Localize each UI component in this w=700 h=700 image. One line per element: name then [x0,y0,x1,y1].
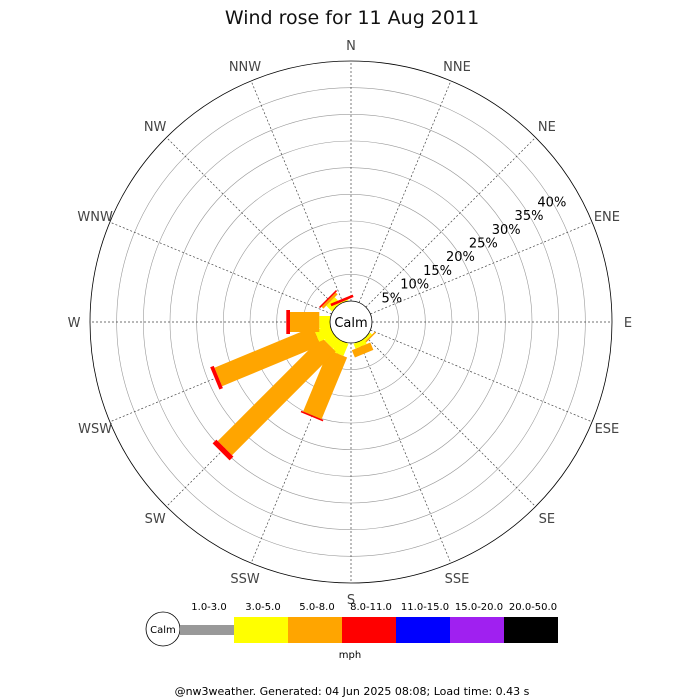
legend-bin-label: 3.0-5.0 [245,602,280,613]
legend-swatch [288,617,342,643]
wind-bars [210,290,376,461]
direction-label: NNE [443,60,471,75]
direction-label: E [624,316,632,331]
direction-label: SSE [445,572,470,587]
wind-bar-sw-3 [212,439,234,461]
wind-bar-sw-2 [217,337,336,456]
legend-calm-label: Calm [150,625,176,636]
direction-label: SSW [230,572,260,587]
grid-spoke [166,137,337,308]
grid-ring [143,114,559,530]
percent-tick-label: 5% [382,291,403,306]
legend-swatch [396,617,450,643]
direction-label: SW [145,512,166,527]
direction-labels: N NNE NE ENE E ESE SE SSE S SSW SW WSW W WNW NW NNW [68,39,633,608]
legend-swatch [234,617,288,643]
grid-ring [89,60,613,584]
grid-spoke [365,137,536,308]
wind-bar-ssw-2 [303,349,348,420]
direction-label: NNW [229,60,261,75]
direction-label: NW [144,120,167,135]
wind-bar-w-2 [290,312,320,332]
wind-bar-nw-2 [321,292,338,309]
grid-spoke [250,80,344,303]
footer-text: @nw3weather. Generated: 04 Jun 2025 08:0… [175,685,530,698]
percent-tick-label: 30% [492,223,521,238]
wind-bar-nw-3 [319,290,338,309]
direction-label: NE [538,120,556,135]
wind-bar-wsw-3 [210,365,223,390]
wind-bar-wsw-1 [314,324,334,342]
legend-bin-label: 5.0-8.0 [299,602,334,613]
grid-spoke [358,341,452,564]
grid-spoke [365,336,536,507]
wind-bar-w-3 [286,310,290,334]
percent-tick-label: 10% [400,278,429,293]
percent-tick-label: 35% [515,209,544,224]
legend-bin-label: 11.0-15.0 [401,602,449,613]
wind-bar-nnw-1 [337,299,349,305]
direction-label: WSW [78,422,112,437]
legend-swatch [450,617,504,643]
direction-label: S [347,593,355,608]
calm-label: Calm [334,316,367,331]
calm-circle [329,300,373,344]
grid-spoke [370,329,593,423]
legend-unit-label: mph [339,650,361,661]
legend-bin-label: 15.0-20.0 [455,602,503,613]
wind-bar-wsw-2 [214,326,321,387]
percent-tick-label: 20% [446,250,475,265]
grid-spoke [109,221,332,315]
percent-tick-label: 25% [469,237,498,252]
speed-legend: Calm 1.0-3.0 3.0-5.0 5.0-8.0 8.0-11.0 11.0-1… [145,602,558,647]
legend-bin-label: 1.0-3.0 [191,602,226,613]
percent-tick-label: 40% [537,195,566,210]
legend-swatch [180,625,234,635]
wind-bar-nnw-3 [330,294,354,307]
legend-swatch [342,617,396,643]
direction-label: ENE [594,210,620,225]
wind-bar-ssw-3 [300,410,324,422]
direction-label: N [346,39,356,54]
legend-bin-label: 8.0-11.0 [350,602,392,613]
direction-label: W [68,316,81,331]
percent-labels: 5%10%15%20%25%30%35%40% [382,195,567,306]
grid-ring [223,194,479,450]
direction-label: ESE [595,422,620,437]
chart-title: Wind rose for 11 Aug 2011 [225,7,479,29]
grid-spoke [370,221,593,315]
legend-bin-label: 20.0-50.0 [509,602,557,613]
grid-spoke [358,80,452,303]
wind-bar-sse-2 [351,342,374,358]
direction-label: SE [539,512,555,527]
percent-tick-label: 15% [423,264,452,279]
legend-swatch [504,617,558,643]
wind-bar-w-1 [319,316,330,328]
wind-bar-sse-1 [353,339,367,349]
direction-label: WNW [77,210,113,225]
